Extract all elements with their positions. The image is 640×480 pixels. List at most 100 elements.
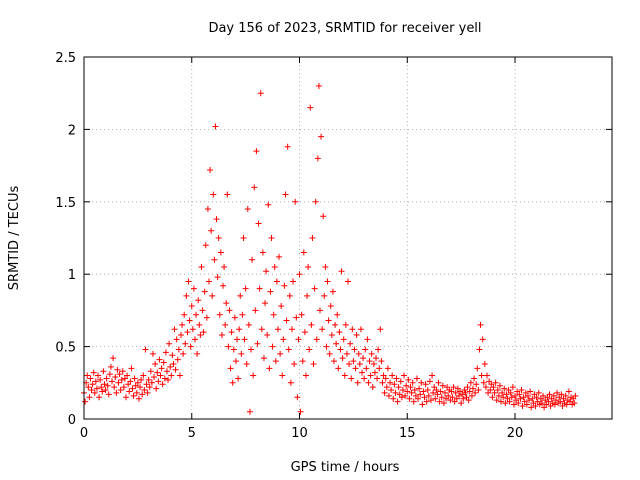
data-point <box>528 404 535 411</box>
data-point <box>437 388 444 395</box>
data-point <box>527 388 534 395</box>
x-tick-label: 20 <box>507 426 524 441</box>
data-point <box>127 378 134 385</box>
data-point <box>139 391 146 398</box>
data-point <box>325 317 332 324</box>
data-point <box>383 384 390 391</box>
data-point <box>258 326 265 333</box>
data-point <box>432 395 439 402</box>
data-point <box>517 395 524 402</box>
data-point <box>558 391 565 398</box>
data-point <box>225 343 232 350</box>
data-point <box>461 387 468 394</box>
data-point <box>413 375 420 382</box>
data-point <box>378 358 385 365</box>
data-point <box>91 389 98 396</box>
data-point <box>415 395 422 402</box>
data-point <box>142 346 149 353</box>
data-point <box>88 387 95 394</box>
data-point <box>551 401 558 408</box>
data-point <box>176 372 183 379</box>
data-point <box>119 368 126 375</box>
data-point <box>318 133 325 140</box>
data-point <box>335 365 342 372</box>
data-point <box>100 368 107 375</box>
data-point <box>495 392 502 399</box>
data-point <box>281 282 288 289</box>
data-point <box>312 198 319 205</box>
data-point <box>352 365 359 372</box>
data-point <box>417 391 424 398</box>
data-point <box>101 381 108 388</box>
data-point <box>152 360 159 367</box>
data-point <box>425 392 432 399</box>
data-point <box>310 360 317 367</box>
data-point <box>361 375 368 382</box>
data-point <box>256 285 263 292</box>
data-point <box>445 392 452 399</box>
data-point <box>565 388 572 395</box>
data-point <box>170 360 177 367</box>
data-point <box>163 368 170 375</box>
data-point <box>118 376 125 383</box>
data-point <box>320 213 327 220</box>
data-point <box>235 375 242 382</box>
data-point <box>162 349 169 356</box>
data-point <box>82 398 89 405</box>
data-point <box>449 394 456 401</box>
data-point <box>148 379 155 386</box>
data-point <box>306 346 313 353</box>
data-point <box>287 379 294 386</box>
data-point <box>391 381 398 388</box>
data-point <box>90 369 97 376</box>
data-point <box>424 387 431 394</box>
data-point <box>508 394 515 401</box>
data-point <box>328 332 335 339</box>
data-point <box>430 389 437 396</box>
data-point <box>374 375 381 382</box>
data-point <box>249 256 256 263</box>
data-point <box>143 381 150 388</box>
axis-ticks: 0 5 10 15 20 0 0.5 1 1.5 2 2.5 <box>55 51 612 441</box>
data-point <box>438 394 445 401</box>
data-point <box>493 397 500 404</box>
data-point <box>229 379 236 386</box>
data-point <box>174 356 181 363</box>
data-point <box>309 235 316 241</box>
data-point <box>476 346 483 353</box>
data-point <box>314 155 321 162</box>
data-point <box>234 336 241 343</box>
data-point <box>274 326 281 333</box>
y-tick-label: 0 <box>68 413 76 428</box>
data-point <box>336 329 343 336</box>
data-point <box>230 346 237 353</box>
x-tick-label: 15 <box>399 426 416 441</box>
y-axis-label: SRMTID / TECUs <box>7 186 22 291</box>
data-point <box>109 378 116 385</box>
data-point <box>221 263 228 270</box>
data-point <box>546 391 553 398</box>
data-point <box>516 391 523 398</box>
data-point <box>153 385 160 392</box>
data-point <box>117 387 124 394</box>
data-point <box>436 398 443 405</box>
data-point <box>554 389 561 396</box>
data-point <box>518 387 525 394</box>
data-point <box>315 82 322 89</box>
data-point <box>462 389 469 396</box>
data-point <box>95 372 102 379</box>
data-point <box>128 365 135 372</box>
data-point <box>130 392 137 399</box>
data-point <box>224 191 231 198</box>
data-point <box>523 401 530 408</box>
data-point <box>392 389 399 396</box>
data-point <box>263 268 270 275</box>
data-point <box>408 389 415 396</box>
data-point <box>93 385 100 392</box>
data-point <box>85 384 92 391</box>
data-point <box>223 300 230 307</box>
data-point <box>239 311 246 318</box>
data-point <box>271 263 278 270</box>
data-point <box>441 389 448 396</box>
data-point <box>472 389 479 396</box>
